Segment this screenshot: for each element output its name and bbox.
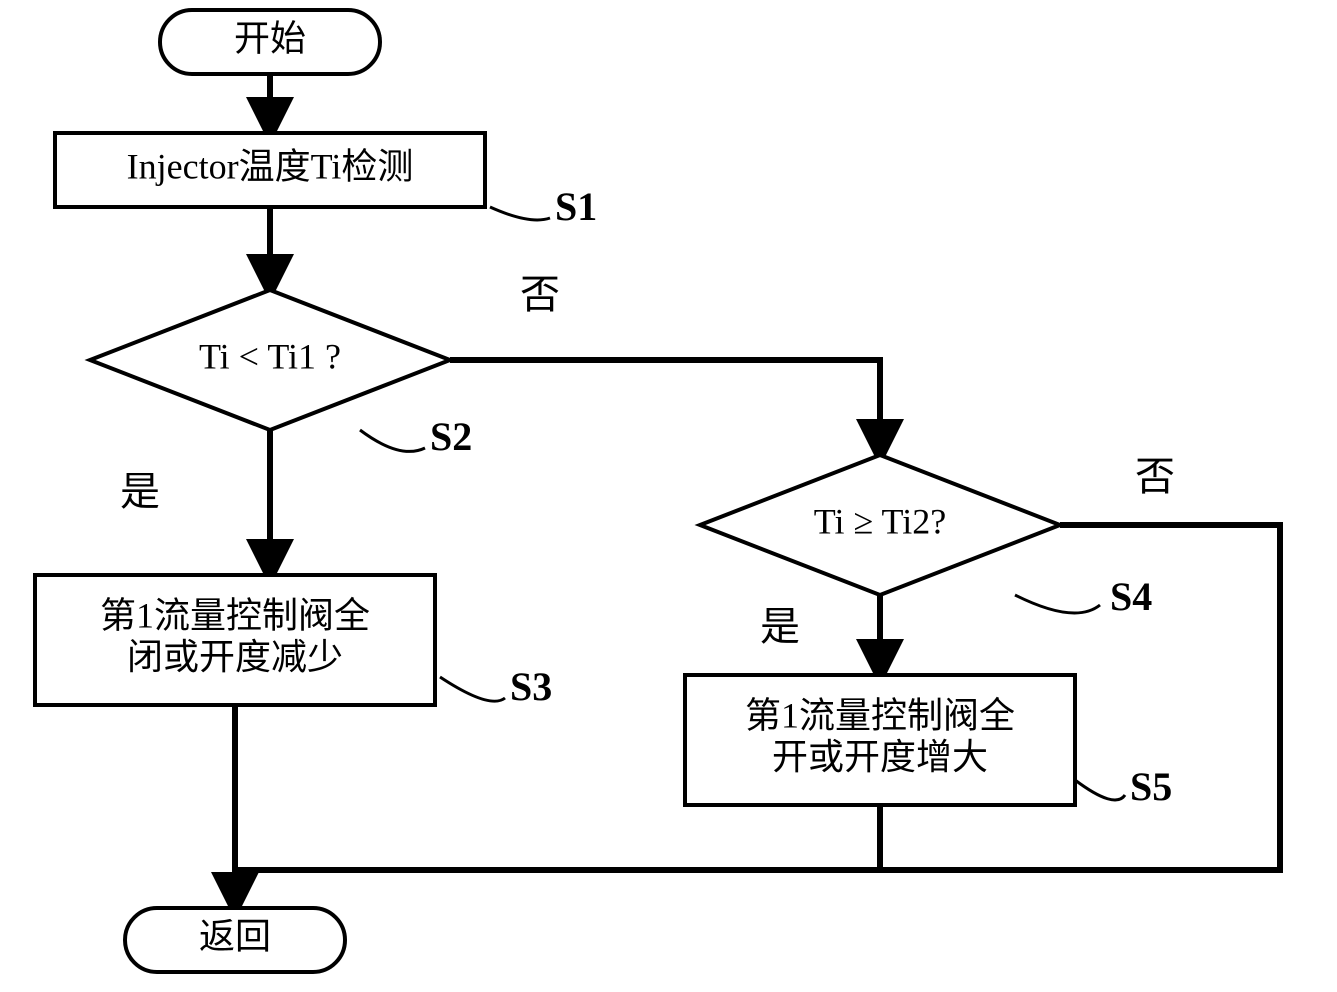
label-connector [490,207,550,220]
node-text: Ti ≥ Ti2? [814,501,947,541]
node-text: 闭或开度减少 [127,637,343,677]
node-text: 第1流量控制阀全 [745,696,1015,736]
step-label: S2 [430,414,472,459]
flow-edge [450,360,880,455]
branch-label: 是 [120,469,160,514]
step-label: S3 [510,664,552,709]
label-connector [1075,780,1125,800]
step-label: S5 [1130,764,1172,809]
label-connector [360,430,425,451]
step-label: S4 [1110,574,1152,619]
step-label: S1 [555,184,597,229]
node-text: 返回 [199,916,271,956]
node-text: 开始 [234,18,306,58]
node-text: 第1流量控制阀全 [100,596,370,636]
label-connector [1015,595,1100,613]
branch-label: 否 [1135,454,1175,499]
branch-label: 否 [520,272,560,317]
branch-label: 是 [760,604,800,649]
node-text: 开或开度增大 [772,737,988,777]
node-text: Ti < Ti1 ? [199,336,341,376]
label-connector [440,677,505,701]
flow-edge [235,805,880,870]
node-text: Injector温度Ti检测 [127,146,414,186]
